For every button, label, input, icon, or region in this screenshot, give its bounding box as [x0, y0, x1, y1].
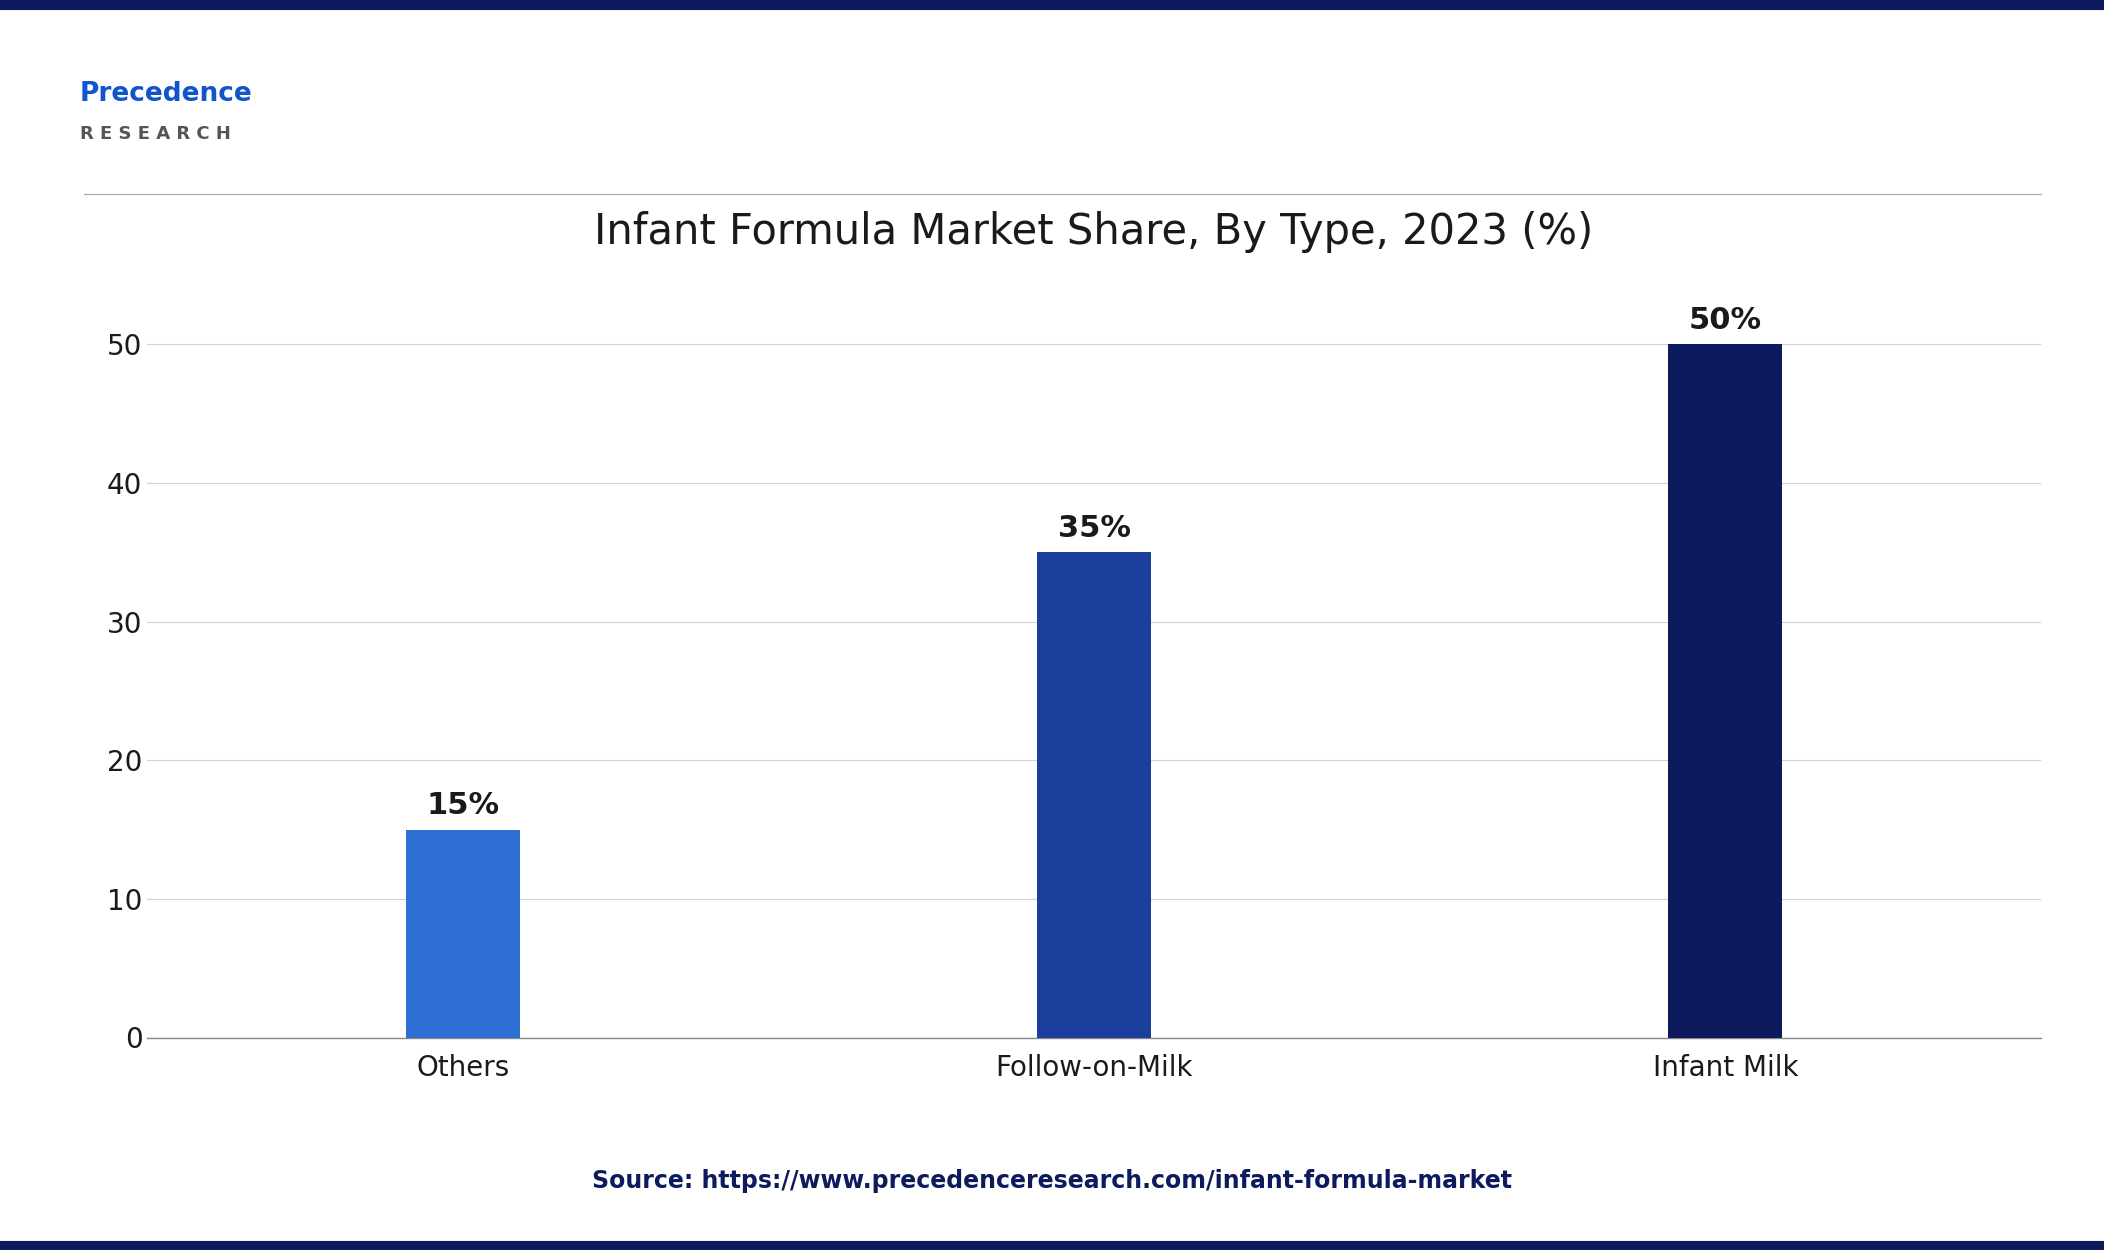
Text: 35%: 35%	[1058, 514, 1130, 542]
Bar	[1668, 344, 1782, 1038]
Text: 50%: 50%	[1690, 305, 1761, 335]
Title: Infant Formula Market Share, By Type, 2023 (%): Infant Formula Market Share, By Type, 20…	[595, 211, 1593, 254]
Text: R E S E A R C H: R E S E A R C H	[80, 125, 231, 142]
Text: 15%: 15%	[427, 791, 499, 820]
Bar	[406, 830, 520, 1038]
Text: Precedence: Precedence	[80, 81, 252, 106]
Text: Source: https://www.precedenceresearch.com/infant-formula-market: Source: https://www.precedenceresearch.c…	[591, 1169, 1513, 1194]
Bar	[1037, 552, 1151, 1038]
